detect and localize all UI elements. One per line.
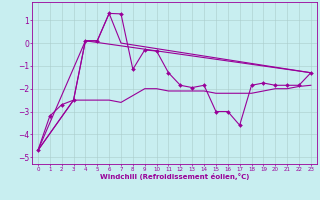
X-axis label: Windchill (Refroidissement éolien,°C): Windchill (Refroidissement éolien,°C)	[100, 173, 249, 180]
